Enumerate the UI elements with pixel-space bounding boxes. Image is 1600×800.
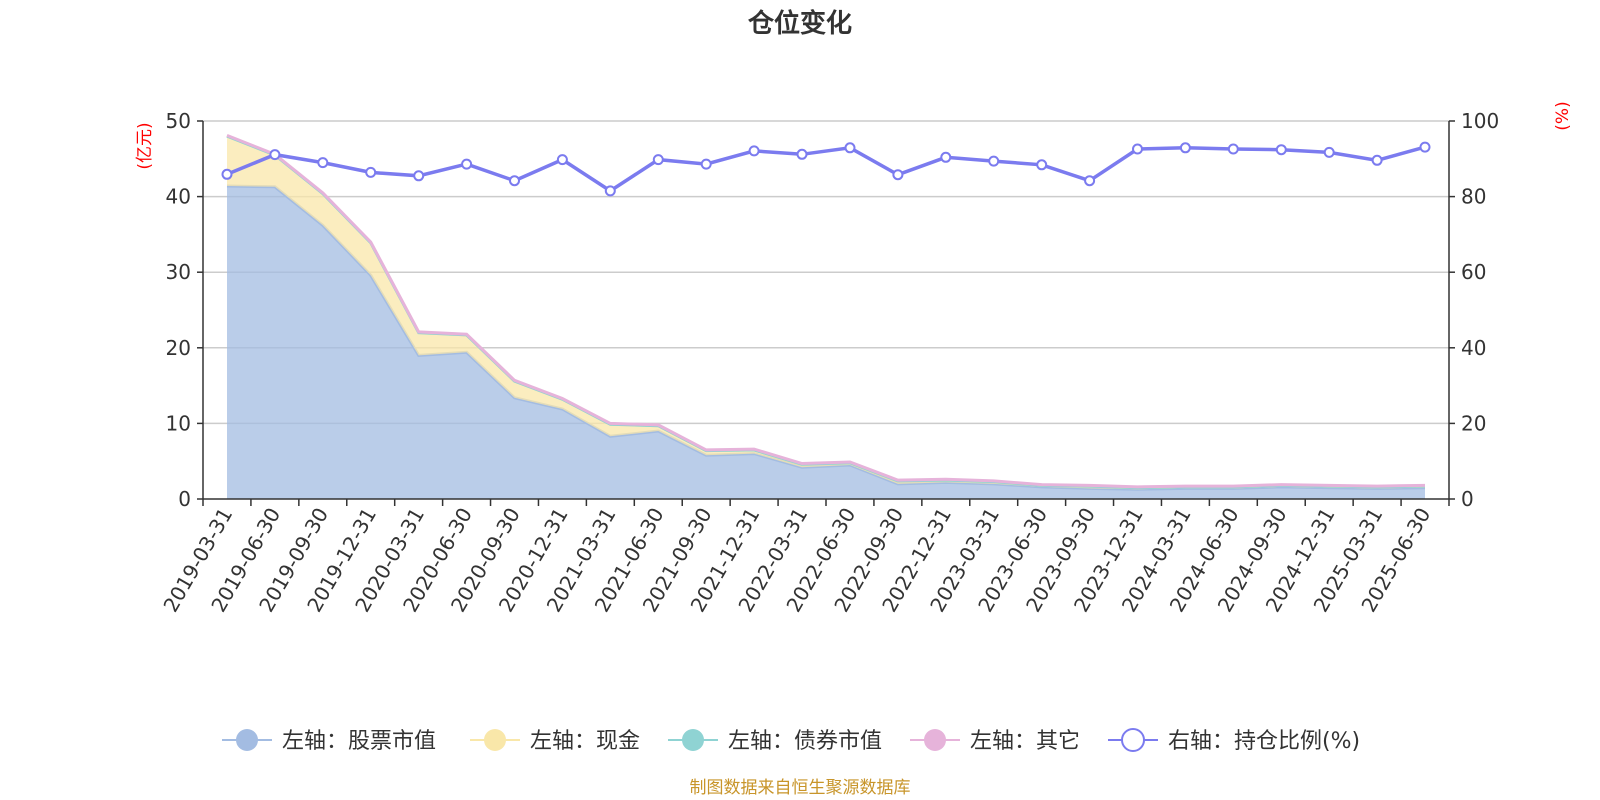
left-tick-label: 10 <box>166 411 191 435</box>
area-左轴：股票市值 <box>227 186 1425 499</box>
legend-marker <box>484 729 506 751</box>
ratio-point <box>844 142 856 154</box>
right-tick-label: 40 <box>1461 336 1486 360</box>
ratio-point <box>1323 146 1335 158</box>
left-tick-label: 50 <box>166 109 191 133</box>
legend-marker <box>682 729 704 751</box>
legend-label: 左轴：股票市值 <box>282 729 436 754</box>
legend-item: 左轴：其它 <box>910 729 1080 754</box>
area-edge-左轴：其它 <box>226 134 1426 489</box>
left-tick-label: 0 <box>178 487 191 511</box>
legend-item: 右轴：持仓比例(%) <box>1108 728 1360 754</box>
position-ratio-line <box>221 141 1431 197</box>
left-tick-label: 40 <box>166 185 191 209</box>
left-tick-label: 30 <box>166 260 191 284</box>
legend-label: 左轴：其它 <box>970 729 1080 754</box>
ratio-point <box>1227 143 1239 155</box>
legend: 左轴：股票市值 左轴：现金 左轴：债券市值 左轴：其它 右轴：持仓比例(%) <box>222 728 1360 754</box>
ratio-point <box>461 158 473 170</box>
ratio-point <box>413 170 425 182</box>
legend-item: 左轴：现金 <box>470 729 640 754</box>
ratio-point <box>1084 175 1096 187</box>
ratio-point <box>1419 141 1431 153</box>
legend-label: 右轴：持仓比例(%) <box>1168 729 1360 754</box>
ratio-point <box>796 148 808 160</box>
legend-marker <box>924 729 946 751</box>
stacked-areas <box>226 134 1426 499</box>
right-axis-unit: (%) <box>1553 101 1573 130</box>
left-axis-unit: (亿元) <box>135 122 155 169</box>
legend-item: 左轴：股票市值 <box>222 729 436 754</box>
right-tick-label: 0 <box>1461 487 1474 511</box>
right-tick-label: 100 <box>1461 109 1499 133</box>
legend-marker <box>1121 728 1145 752</box>
ratio-point <box>317 157 329 169</box>
ratio-point <box>604 185 616 197</box>
legend-item: 左轴：债券市值 <box>668 729 882 754</box>
chart-title: 仓位变化 <box>747 8 852 39</box>
legend-marker <box>236 729 258 751</box>
right-tick-label: 80 <box>1461 185 1486 209</box>
ratio-point <box>1371 154 1383 166</box>
right-tick-label: 60 <box>1461 260 1486 284</box>
left-tick-label: 20 <box>166 336 191 360</box>
ratio-point <box>509 175 520 187</box>
ratio-point <box>940 151 952 163</box>
ratio-point <box>556 154 568 166</box>
ratio-point <box>1036 159 1048 171</box>
ratio-point <box>700 158 712 170</box>
data-source-note: 制图数据来自恒生聚源数据库 <box>690 778 911 798</box>
ratio-point <box>748 145 760 157</box>
ratio-point <box>1275 144 1287 156</box>
ratio-point <box>988 155 1000 167</box>
ratio-point <box>221 168 233 180</box>
ratio-point <box>652 154 664 166</box>
legend-label: 左轴：现金 <box>530 729 640 754</box>
ratio-line-path <box>226 145 1426 193</box>
ratio-point <box>1179 142 1191 154</box>
right-tick-label: 20 <box>1461 411 1486 435</box>
ratio-point <box>269 149 281 161</box>
ratio-point <box>1132 143 1143 155</box>
ratio-point <box>365 166 377 178</box>
ratio-point <box>892 169 904 181</box>
legend-label: 左轴：债券市值 <box>728 729 882 754</box>
